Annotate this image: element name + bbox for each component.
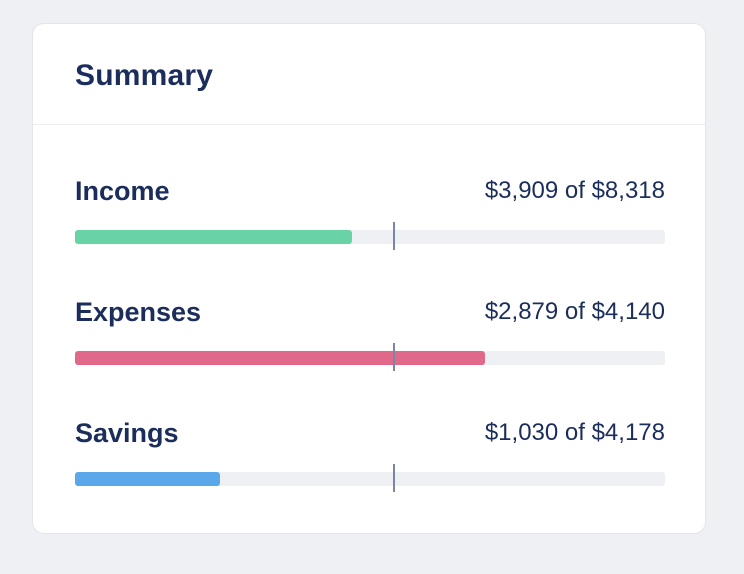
progress-track [75, 472, 665, 486]
row-label: Expenses [75, 297, 202, 327]
row-amount: $2,879 of $4,140 [484, 298, 665, 325]
progress-fill [75, 351, 485, 365]
row-label: Savings [75, 418, 179, 448]
progress-fill [75, 230, 352, 244]
row-label: Income [75, 176, 170, 206]
card-title: Summary [75, 59, 214, 92]
summary-card: Summary Income $3,909 of $8,318 Expenses… [32, 23, 706, 534]
row-amount: $1,030 of $4,178 [484, 419, 665, 446]
progress-marker [393, 222, 395, 250]
summary-row-expenses: Expenses $2,879 of $4,140 [75, 295, 665, 375]
progress-marker [393, 343, 395, 371]
progress-track [75, 351, 665, 365]
progress-track [75, 230, 665, 244]
summary-row-savings: Savings $1,030 of $4,178 [75, 416, 665, 496]
card-header: Summary [33, 24, 705, 125]
progress-marker [393, 464, 395, 492]
summary-row-income: Income $3,909 of $8,318 [75, 174, 665, 254]
progress-fill [75, 472, 220, 486]
row-amount: $3,909 of $8,318 [484, 177, 665, 204]
